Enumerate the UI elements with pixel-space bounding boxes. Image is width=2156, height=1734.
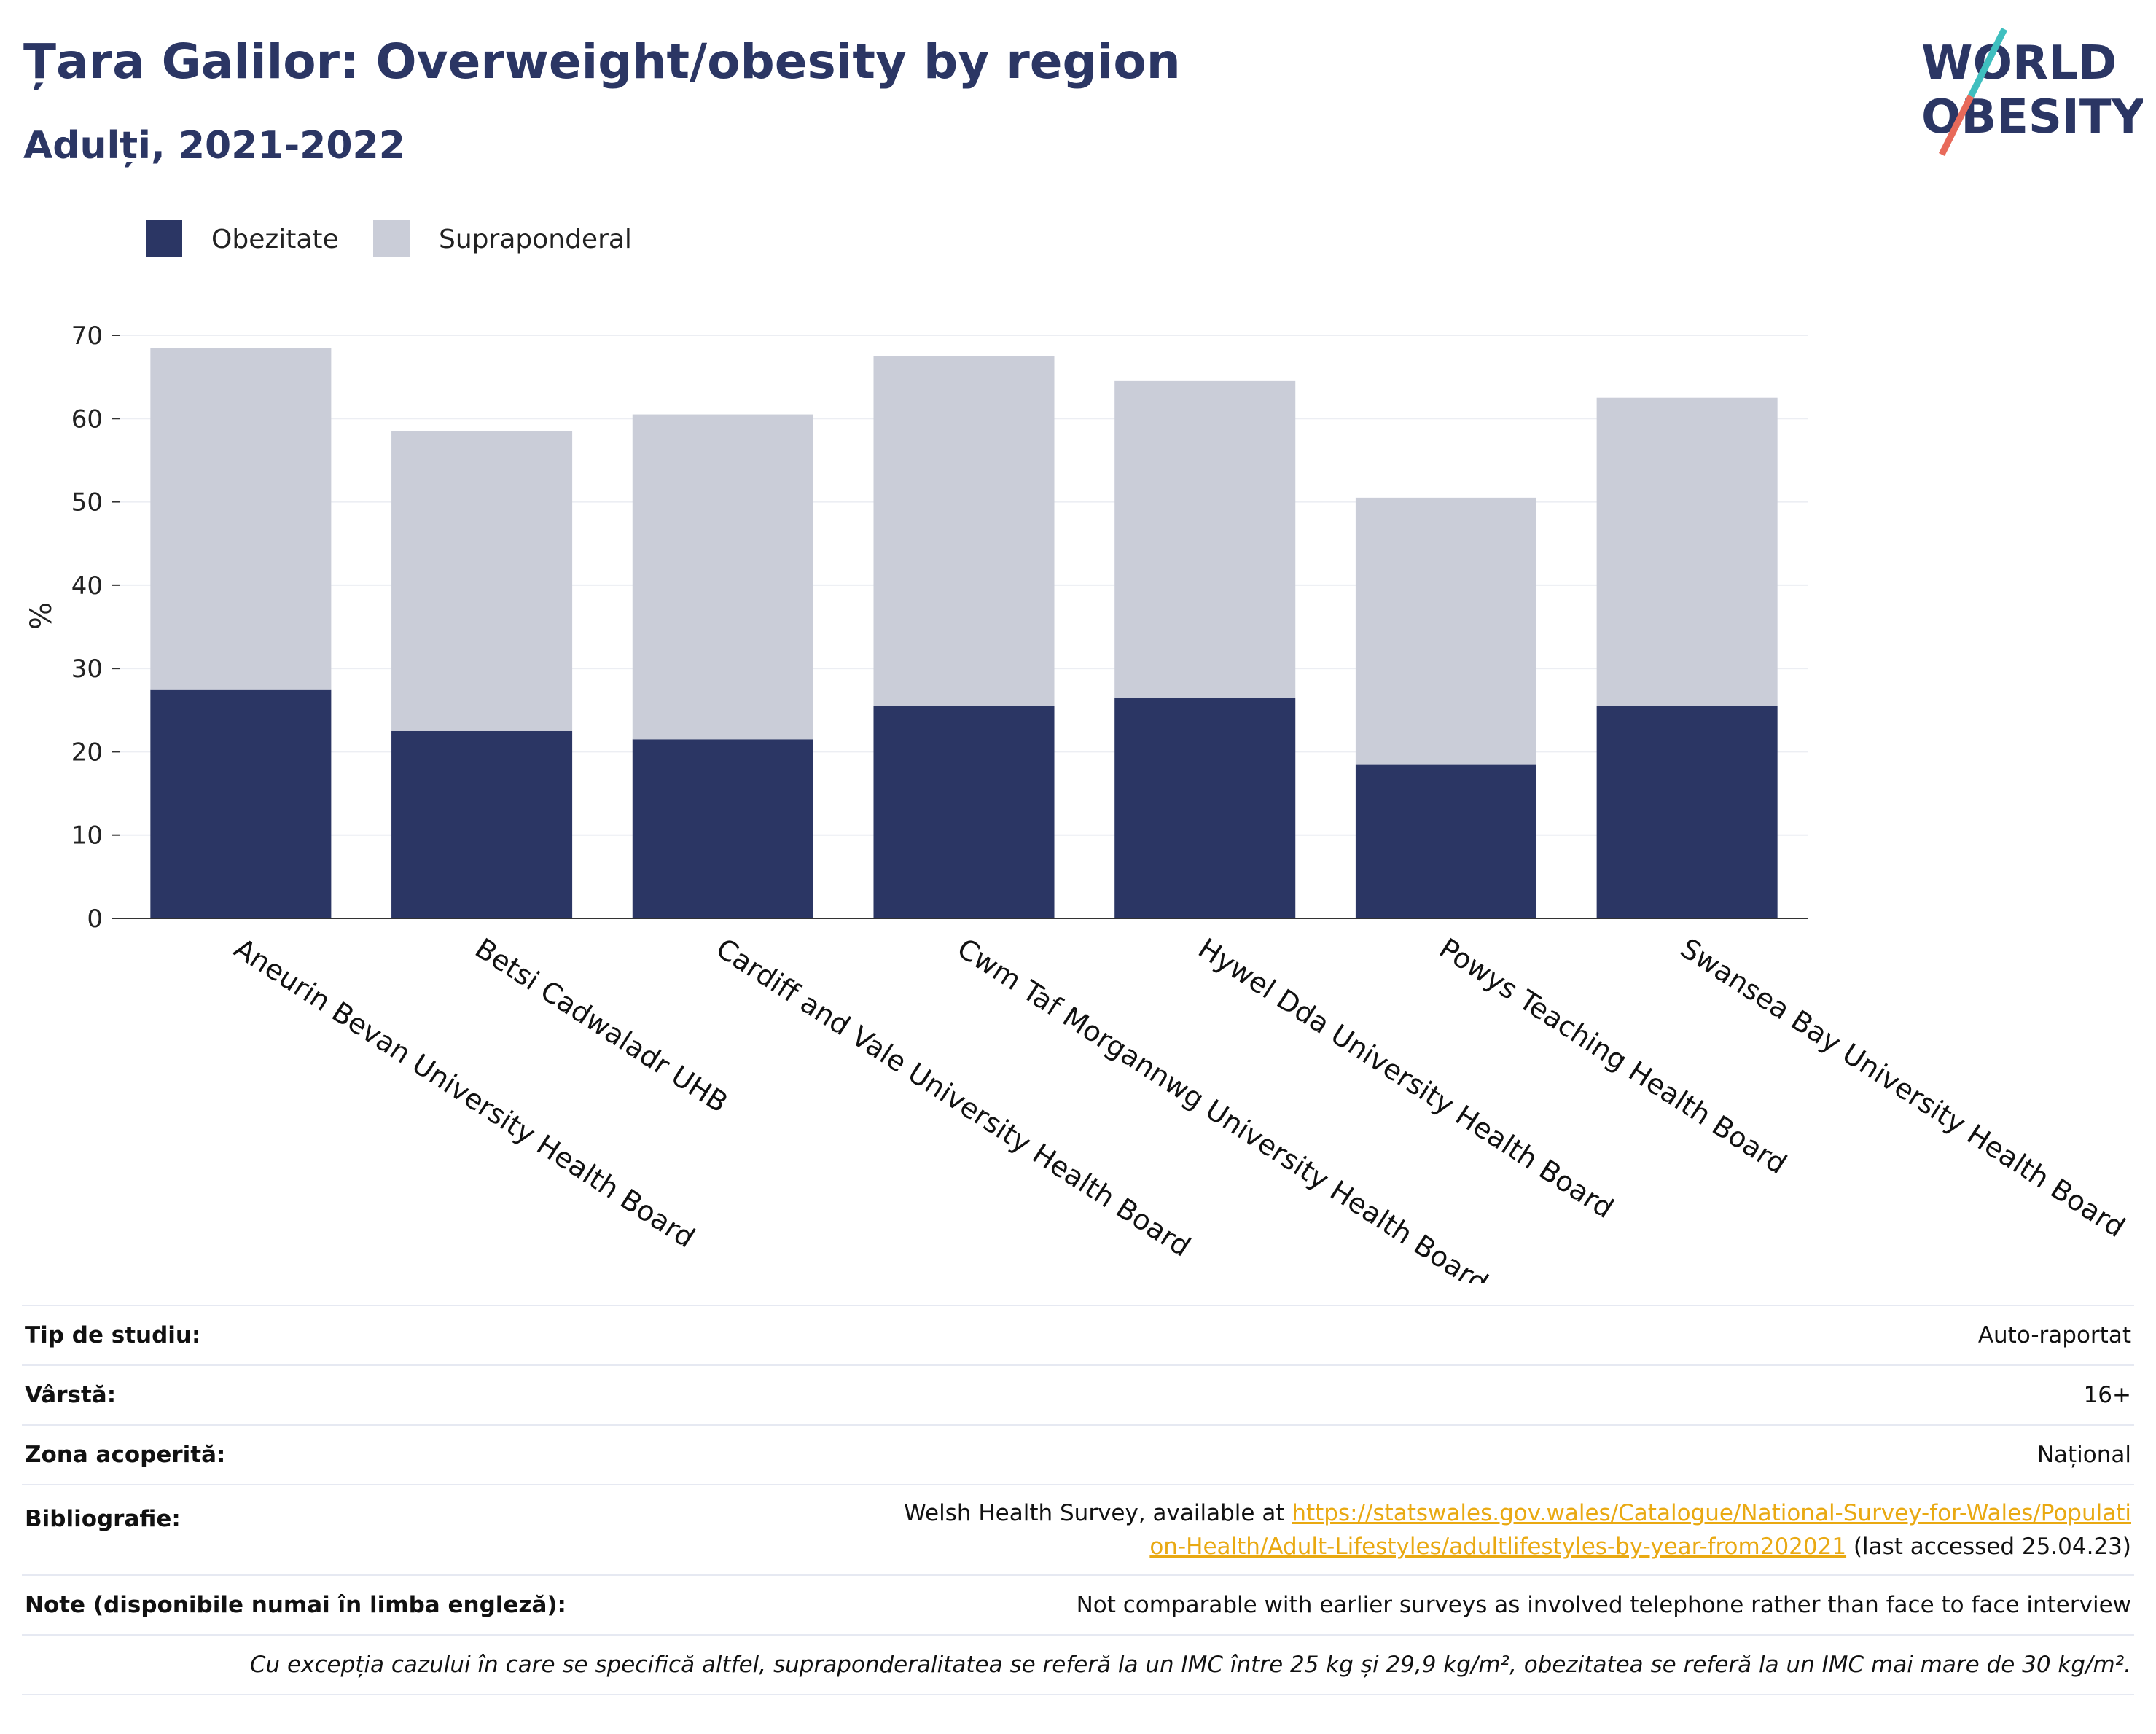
x-tick-label-7: Swansea Bay University Health Board: [1675, 932, 2131, 1244]
bar-supraponderal-1: [150, 348, 332, 690]
x-tick-label-2: Betsi Cadwaladr UHB: [469, 932, 733, 1120]
y-tick-label-50: 50: [71, 488, 103, 518]
footnote: Cu excepția cazului în care se specifică…: [22, 1634, 2134, 1695]
x-tick-label-3: Cardiff and Vale University Health Board: [711, 932, 1196, 1263]
coverage-value: Național: [684, 1424, 2134, 1485]
bar-obezitate-6: [1355, 764, 1536, 918]
info-row-coverage: Zona acoperită: Național: [22, 1424, 2134, 1485]
notes-label: Note (disponibile numai în limba engleză…: [22, 1574, 684, 1635]
coverage-label: Zona acoperită:: [22, 1424, 684, 1485]
y-tick-label-0: 0: [87, 905, 103, 934]
logo-slash-teal: [1967, 27, 2008, 98]
bar-supraponderal-6: [1355, 497, 1536, 765]
y-tick-label-10: 10: [71, 821, 103, 851]
logo-line1: WORLD: [1921, 36, 2117, 90]
info-table: Tip de studiu: Auto-raportat Vârstă: 16+…: [22, 1305, 2134, 1695]
bibliography-prefix: Welsh Health Survey, available at: [904, 1500, 1285, 1526]
bibliography-link[interactable]: https://statswales.gov.wales/Catalogue/N…: [1149, 1500, 2131, 1560]
legend-swatch-2: [373, 220, 410, 257]
info-row-age: Vârstă: 16+: [22, 1364, 2134, 1425]
y-tick-label-20: 20: [71, 738, 103, 767]
x-tick-label-1: Aneurin Bevan University Health Board: [228, 932, 700, 1254]
bar-obezitate-5: [1114, 698, 1296, 918]
bar-supraponderal-4: [873, 356, 1055, 706]
age-label: Vârstă:: [22, 1364, 684, 1425]
bar-obezitate-2: [391, 730, 573, 918]
info-row-study-type: Tip de studiu: Auto-raportat: [22, 1305, 2134, 1365]
y-tick-label-70: 70: [71, 321, 103, 351]
bar-obezitate-1: [150, 689, 332, 918]
y-axis: 0 10 20 30 40 50 60 70: [71, 321, 120, 934]
x-axis: Aneurin Bevan University Health BoardBet…: [112, 918, 2130, 1283]
page-subtitle: Adulți, 2021-2022: [23, 124, 405, 168]
study-type-label: Tip de studiu:: [22, 1305, 684, 1365]
world-obesity-logo: WORLD OBESITY: [1921, 27, 2143, 157]
info-row-footnote: Cu excepția cazului în care se specifică…: [22, 1634, 2134, 1695]
info-row-notes: Note (disponibile numai în limba engleză…: [22, 1574, 2134, 1635]
bar-supraponderal-3: [632, 414, 813, 740]
x-tick-label-4: Cwm Taf Morgannwg University Health Boar…: [952, 932, 1494, 1283]
legend-label-1: Obezitate: [211, 224, 339, 254]
bar-supraponderal-5: [1114, 380, 1296, 698]
legend: Obezitate Supraponderal: [146, 220, 632, 257]
study-type-value: Auto-raportat: [684, 1305, 2134, 1365]
bibliography-suffix: (last accessed 25.04.23): [1853, 1534, 2131, 1560]
bars: [150, 348, 1778, 918]
x-tick-label-5: Hywel Dda University Health Board: [1192, 932, 1619, 1225]
bibliography-label: Bibliografie:: [22, 1484, 684, 1575]
notes-value: Not comparable with earlier surveys as i…: [684, 1574, 2134, 1635]
bar-supraponderal-2: [391, 431, 573, 731]
page-title: Țara Galilor: Overweight/obesity by regi…: [23, 34, 1181, 90]
bar-supraponderal-7: [1596, 397, 1778, 706]
y-axis-label: %: [25, 602, 58, 630]
logo-line2: OBESITY: [1921, 90, 2143, 144]
legend-label-2: Supraponderal: [439, 224, 632, 254]
y-tick-label-30: 30: [71, 655, 103, 684]
y-tick-label-40: 40: [71, 571, 103, 601]
bar-obezitate-7: [1596, 706, 1778, 918]
bar-obezitate-3: [632, 739, 813, 918]
bar-obezitate-4: [873, 706, 1055, 918]
stacked-bar-chart: Obezitate Supraponderal 0 10 20 30 40 50 60 70 A…: [25, 220, 2130, 1283]
bibliography-value: Welsh Health Survey, available at https:…: [684, 1484, 2134, 1575]
info-row-bibliography: Bibliografie: Welsh Health Survey, avail…: [22, 1484, 2134, 1575]
age-value: 16+: [684, 1364, 2134, 1425]
logo-slash-coral: [1938, 94, 1975, 157]
y-tick-label-60: 60: [71, 405, 103, 434]
legend-swatch-1: [146, 220, 182, 257]
